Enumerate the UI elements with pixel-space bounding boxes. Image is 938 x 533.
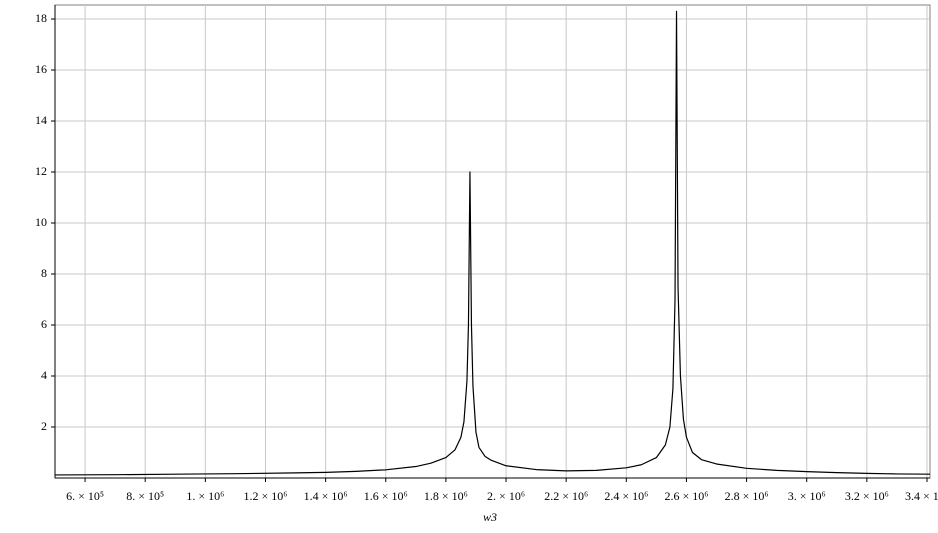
x-tick-label: 1.4 × 10⁶ (304, 489, 348, 503)
x-tick-label: 3.4 × 10⁶ (905, 489, 938, 503)
y-tick-label: 6 (41, 317, 47, 331)
x-tick-label: 8. × 10⁵ (126, 489, 164, 503)
x-tick-label: 2.4 × 10⁶ (604, 489, 648, 503)
y-tick-label: 16 (35, 62, 47, 76)
data-line (54, 10, 931, 476)
y-tick-label: 18 (35, 11, 47, 25)
x-tick-label: 6. × 10⁵ (66, 489, 104, 503)
x-tick-label: 2.2 × 10⁶ (544, 489, 588, 503)
y-tick-label: 2 (41, 419, 47, 433)
y-tick-label: 8 (41, 266, 47, 280)
x-axis-label: w3 (483, 510, 497, 524)
y-tick-label: 14 (35, 113, 47, 127)
y-tick-label: 10 (35, 215, 47, 229)
y-tick-label: 12 (35, 164, 47, 178)
y-tick-label: 4 (41, 368, 47, 382)
plot-frame (54, 4, 931, 479)
x-tick-label: 2. × 10⁶ (487, 489, 525, 503)
x-tick-label: 2.8 × 10⁶ (725, 489, 769, 503)
x-tick-label: 3.2 × 10⁶ (845, 489, 889, 503)
x-tick-label: 3. × 10⁶ (788, 489, 826, 503)
x-tick-label: 1. × 10⁶ (186, 489, 224, 503)
x-tick-label: 2.6 × 10⁶ (664, 489, 708, 503)
x-tick-label: 1.6 × 10⁶ (364, 489, 408, 503)
x-tick-label: 1.2 × 10⁶ (244, 489, 288, 503)
x-tick-label: 1.8 × 10⁶ (424, 489, 468, 503)
